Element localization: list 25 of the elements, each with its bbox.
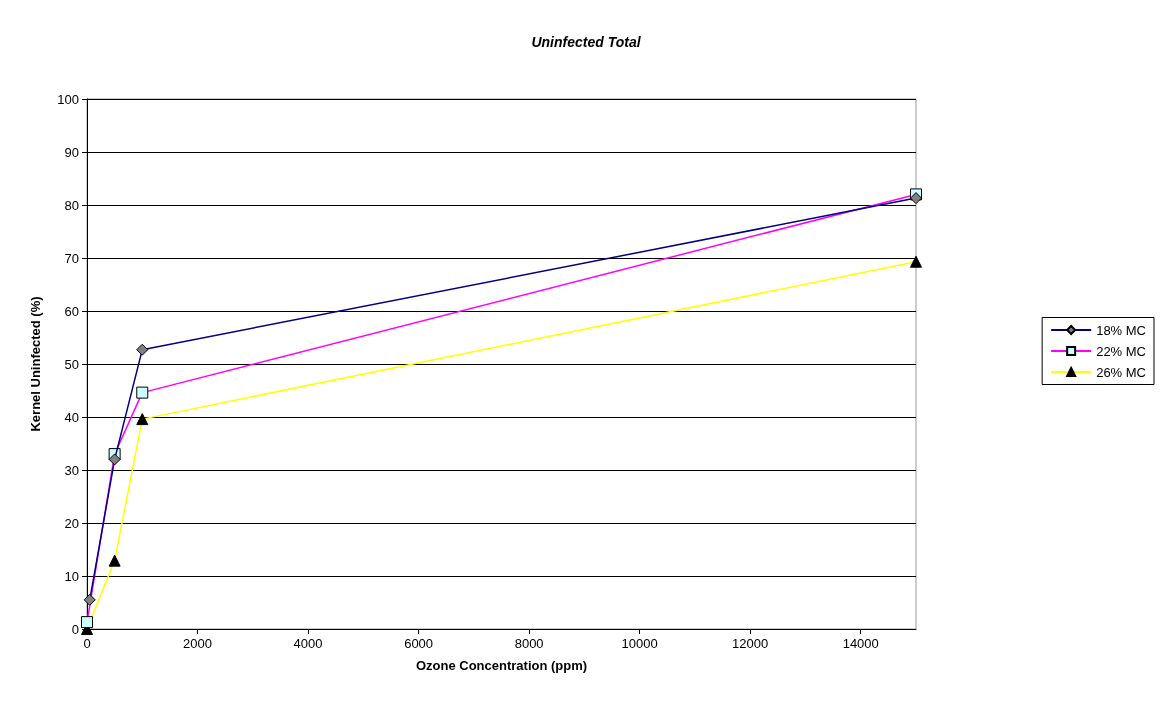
y-tick-label: 20 xyxy=(64,515,79,531)
y-tick-label: 90 xyxy=(64,144,79,160)
y-tick-label: 60 xyxy=(64,303,79,319)
x-tick-label: 8000 xyxy=(514,636,544,651)
chart-title: Uninfected Total xyxy=(531,34,642,50)
x-tick-label: 12000 xyxy=(732,636,769,651)
y-axis-title: Kernel Uninfected (%) xyxy=(28,296,43,432)
x-tick-label: 0 xyxy=(83,636,91,651)
y-tick-label: 0 xyxy=(71,621,79,637)
y-tick-label: 50 xyxy=(64,356,79,372)
y-tick-label: 70 xyxy=(64,250,79,266)
x-tick-label: 6000 xyxy=(404,636,434,651)
x-tick-label: 4000 xyxy=(293,636,323,651)
legend-label: 18% MC xyxy=(1096,322,1147,338)
legend-label: 22% MC xyxy=(1096,343,1147,359)
legend-label: 26% MC xyxy=(1096,364,1147,380)
x-tick-label: 14000 xyxy=(842,636,879,651)
x-tick-label: 10000 xyxy=(621,636,658,651)
y-tick-label: 10 xyxy=(64,568,79,584)
y-tick-label: 100 xyxy=(57,91,79,107)
x-axis-title: Ozone Concentration (ppm) xyxy=(415,658,588,673)
y-tick-label: 30 xyxy=(64,462,79,478)
y-tick-label: 80 xyxy=(64,197,79,213)
y-tick-label: 40 xyxy=(64,409,79,425)
x-tick-label: 2000 xyxy=(183,636,212,651)
